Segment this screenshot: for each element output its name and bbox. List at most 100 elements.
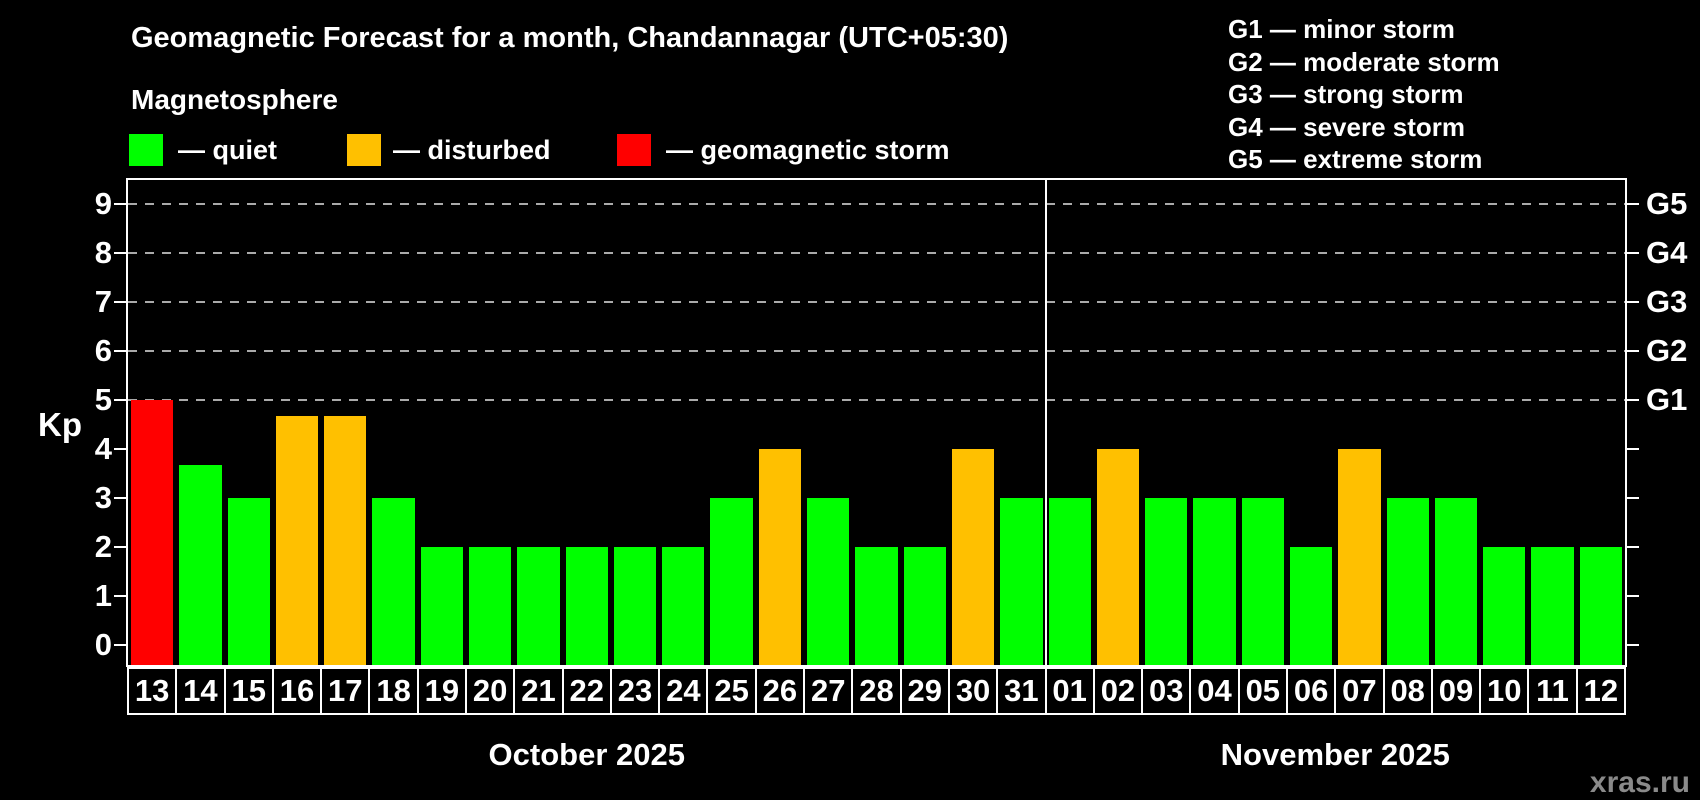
y-tick-label-0: 0: [94, 627, 112, 662]
day-label-13: 13: [127, 667, 178, 715]
y-tick-label-9: 9: [94, 186, 112, 221]
page-title: Geomagnetic Forecast for a month, Chanda…: [131, 22, 1009, 54]
g-scale-label-G1: G1: [1646, 382, 1688, 417]
kp-bar-04: [1193, 498, 1236, 665]
y-tick-left-6: [114, 350, 126, 352]
kp-bar-06: [1289, 547, 1333, 665]
kp-bar-10: [1483, 547, 1526, 665]
day-label-04: 04: [1189, 667, 1240, 715]
y-tick-left-8: [114, 252, 126, 254]
day-label-05: 05: [1237, 667, 1288, 715]
y-tick-left-2: [114, 546, 126, 548]
y-tick-right-9: [1627, 203, 1639, 205]
legend-label-quiet: — quiet: [178, 135, 277, 165]
day-label-01: 01: [1044, 667, 1095, 715]
kp-bar-25: [710, 498, 753, 665]
kp-bar-22: [565, 547, 608, 665]
g4-legend-line: G4 — severe storm: [1228, 111, 1466, 142]
plot-border-right: [1625, 178, 1627, 667]
g1-legend-line: G1 — minor storm: [1228, 14, 1455, 44]
kp-bar-03: [1145, 498, 1188, 665]
g-scale-label-G3: G3: [1646, 284, 1688, 319]
month-label-1: November 2025: [1220, 737, 1450, 772]
day-label-27: 27: [803, 667, 854, 715]
plot-border-top: [126, 178, 1627, 180]
legend-swatch-disturbed: [347, 134, 381, 166]
kp-bar-24: [662, 547, 705, 665]
day-label-18: 18: [368, 667, 419, 715]
y-tick-left-1: [114, 595, 126, 597]
day-label-09: 09: [1430, 667, 1482, 715]
y-axis-title: Kp: [38, 406, 82, 443]
watermark: xras.ru: [1589, 766, 1690, 799]
g-scale-label-G5: G5: [1646, 186, 1688, 221]
kp-bar-07: [1338, 449, 1381, 665]
kp-bar-31: [1000, 498, 1043, 665]
day-label-15: 15: [223, 667, 274, 715]
y-tick-right-7: [1627, 301, 1639, 303]
day-label-19: 19: [416, 667, 468, 715]
y-tick-label-3: 3: [94, 480, 112, 515]
day-label-20: 20: [465, 667, 516, 715]
day-label-14: 14: [175, 667, 226, 715]
kp-bar-30: [951, 449, 995, 665]
gridline-kp6: [128, 350, 1625, 352]
kp-bar-26: [758, 449, 802, 665]
kp-bar-09: [1434, 498, 1478, 665]
g-scale-label-G2: G2: [1646, 333, 1688, 368]
day-label-21: 21: [513, 667, 564, 715]
kp-bar-23: [613, 547, 657, 665]
kp-bar-11: [1531, 547, 1574, 665]
day-label-26: 26: [754, 667, 806, 715]
day-label-23: 23: [609, 667, 661, 715]
day-label-11: 11: [1527, 667, 1578, 715]
legend-swatch-storm: [617, 134, 651, 166]
kp-bar-27: [807, 498, 850, 665]
plot-border-left: [126, 178, 128, 667]
day-label-29: 29: [899, 667, 950, 715]
y-tick-right-4: [1627, 448, 1639, 450]
y-tick-label-5: 5: [94, 382, 112, 417]
y-tick-right-0: [1627, 644, 1639, 646]
kp-bar-29: [903, 547, 946, 665]
y-tick-right-1: [1627, 595, 1639, 597]
kp-bar-02: [1096, 449, 1140, 665]
month-separator: [1044, 178, 1047, 667]
kp-bar-17: [324, 416, 367, 665]
kp-bar-19: [420, 547, 464, 665]
legend-label-storm: — geomagnetic storm: [666, 135, 950, 165]
kp-bar-20: [469, 547, 512, 665]
kp-bar-18: [372, 498, 415, 665]
day-label-08: 08: [1382, 667, 1433, 715]
y-tick-left-9: [114, 203, 126, 205]
y-tick-left-3: [114, 497, 126, 499]
y-tick-label-2: 2: [94, 529, 112, 564]
y-tick-label-6: 6: [94, 333, 112, 368]
day-label-10: 10: [1479, 667, 1530, 715]
y-tick-label-7: 7: [94, 284, 112, 319]
plot-border-bottom: [126, 665, 1627, 667]
y-tick-label-8: 8: [94, 235, 112, 270]
day-label-30: 30: [947, 667, 999, 715]
y-tick-right-6: [1627, 350, 1639, 352]
y-tick-left-4: [114, 448, 126, 450]
y-tick-right-8: [1627, 252, 1639, 254]
g2-legend-line: G2 — moderate storm: [1228, 46, 1500, 77]
month-label-0: October 2025: [488, 737, 685, 772]
kp-bar-15: [227, 498, 270, 665]
kp-bar-12: [1579, 547, 1622, 665]
gridline-kp5: [128, 399, 1625, 401]
day-label-28: 28: [851, 667, 902, 715]
kp-bar-08: [1386, 498, 1429, 665]
day-label-16: 16: [271, 667, 323, 715]
kp-bar-13: [131, 400, 174, 665]
kp-bar-14: [179, 465, 222, 665]
y-tick-right-5: [1627, 399, 1639, 401]
day-label-22: 22: [561, 667, 612, 715]
day-label-24: 24: [658, 667, 709, 715]
y-tick-label-1: 1: [94, 578, 112, 613]
y-tick-right-2: [1627, 546, 1639, 548]
day-label-31: 31: [996, 667, 1047, 715]
day-label-25: 25: [706, 667, 757, 715]
